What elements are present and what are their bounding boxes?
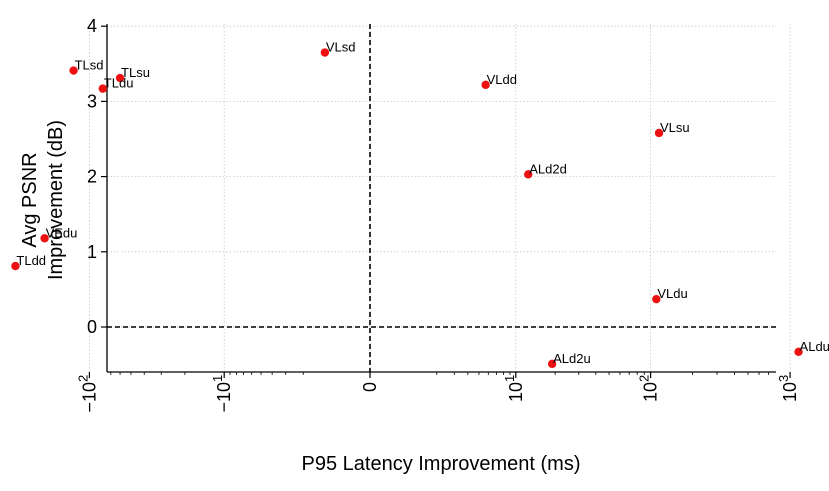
x-tick-label: 10 bbox=[506, 382, 526, 402]
data-label-vldd: VLdd bbox=[487, 72, 517, 87]
grid bbox=[88, 24, 791, 372]
data-points bbox=[11, 48, 803, 369]
data-label-ald2d: ALd2d bbox=[529, 161, 567, 176]
data-point-tlsu bbox=[115, 73, 125, 83]
y-tick-label: 0 bbox=[87, 317, 97, 337]
x-tick-label-group: 102 bbox=[637, 375, 661, 402]
reference-lines bbox=[107, 24, 776, 372]
x-tick-label-base: 0 bbox=[360, 382, 380, 392]
data-point-tldu bbox=[98, 84, 108, 93]
data-label-vlsu: VLsu bbox=[660, 120, 690, 135]
data-label-vlsd: VLsd bbox=[326, 40, 356, 55]
data-label-tldd: TLdd bbox=[16, 253, 46, 268]
x-tick-label-group: −101 bbox=[210, 375, 234, 413]
data-point-ald2d bbox=[524, 170, 533, 179]
y-tick-label: 4 bbox=[87, 16, 97, 36]
x-tick-label-base: 10 bbox=[780, 382, 800, 402]
x-tick-label-group: 0 bbox=[360, 382, 380, 392]
y-tick-label: 1 bbox=[87, 242, 97, 262]
y-axis-title-line1: Avg PSNR bbox=[19, 152, 41, 247]
x-tick-label-group: 101 bbox=[502, 375, 526, 402]
y-ticks: 0 1 2 3 4 bbox=[87, 16, 107, 337]
x-axis-title: P95 Latency Improvement (ms) bbox=[302, 453, 581, 475]
data-label-ald2u: ALd2u bbox=[553, 351, 591, 366]
x-tick-label-base: 10 bbox=[641, 382, 661, 402]
x-tick-label-exp: 1 bbox=[502, 375, 517, 382]
data-label-aldu: ALdu bbox=[800, 339, 829, 354]
data-point-vlsu bbox=[654, 128, 664, 138]
data-label-tldu: TLdu bbox=[104, 76, 134, 91]
data-label-tlsd: TLsd bbox=[75, 58, 104, 73]
x-tick-label: 10 bbox=[780, 382, 800, 402]
data-point-aldu bbox=[794, 347, 803, 357]
y-tick-label: 2 bbox=[87, 167, 97, 187]
y-tick-label: 3 bbox=[87, 91, 97, 111]
data-label-vldu: VLdu bbox=[657, 286, 687, 301]
x-tick-label: −10 bbox=[214, 382, 234, 413]
x-tick-label-exp: 2 bbox=[637, 375, 652, 382]
data-point-vldd bbox=[481, 80, 490, 90]
x-tick-label-base: 10 bbox=[506, 382, 526, 402]
x-tick-label: 0 bbox=[360, 382, 380, 392]
x-tick-label: 10 bbox=[641, 382, 661, 402]
data-point-vldu bbox=[652, 294, 661, 304]
x-tick-label: −10 bbox=[79, 382, 99, 413]
data-point-tldd bbox=[11, 261, 20, 271]
x-tick-label-group: −102 bbox=[75, 375, 99, 413]
data-point-vedu bbox=[40, 234, 49, 243]
data-point-tlsd bbox=[69, 66, 78, 75]
y-axis-title-line2: Improvement (dB) bbox=[45, 120, 67, 280]
data-point-ald2u bbox=[547, 359, 557, 369]
x-tick-label-base: −10 bbox=[214, 382, 234, 413]
x-tick-label-group: 103 bbox=[776, 375, 800, 402]
data-label-vedu: VEdu bbox=[46, 225, 78, 240]
x-tick-label-exp: 2 bbox=[75, 375, 90, 382]
x-tick-label-exp: 3 bbox=[776, 375, 791, 382]
x-tick-label-exp: 1 bbox=[210, 375, 225, 382]
data-point-vlsd bbox=[320, 48, 330, 57]
x-tick-label-base: −10 bbox=[79, 382, 99, 413]
data-label-tlsu: TLsu bbox=[121, 65, 150, 80]
axes bbox=[106, 24, 776, 373]
